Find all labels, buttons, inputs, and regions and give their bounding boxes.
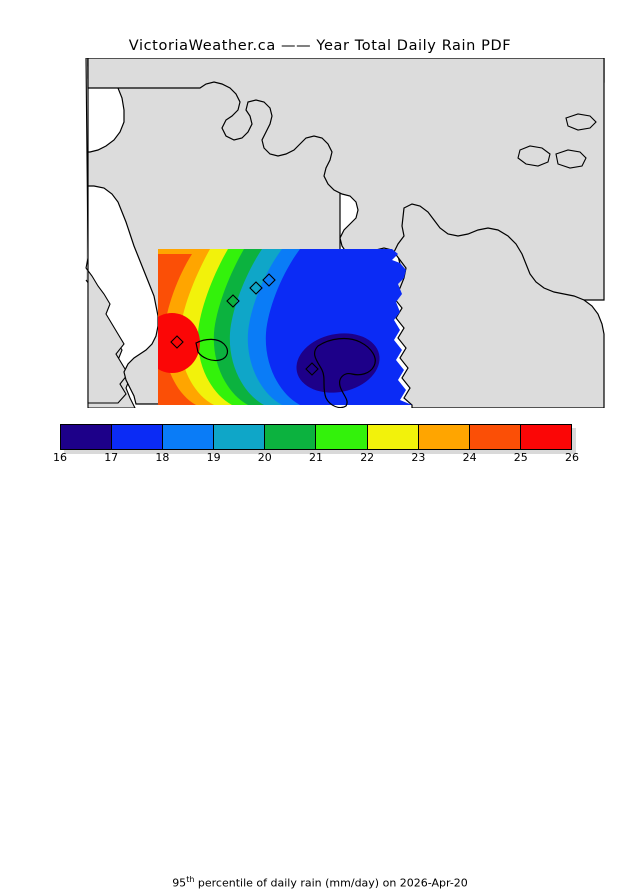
caption-superscript: th [186,875,195,884]
colorbar-tick-26: 26 [565,451,579,464]
map-panel[interactable] [0,58,640,408]
bay-outline-west [195,338,229,362]
screenshot-root: VictoriaWeather.ca —— Year Total Daily R… [0,38,640,890]
diamond-marker[interactable] [262,273,276,287]
colorbar-segment-24-25[interactable] [469,425,521,449]
colorbar-legend[interactable]: 16 17 18 19 20 21 22 23 24 25 26 95th percentile o… [0,420,640,890]
colorbar-segment-19-20[interactable] [214,425,266,449]
station-markers-group[interactable] [170,273,319,376]
colorbar-segment-21-22[interactable] [316,425,368,449]
colorbar-tick-25: 25 [513,451,528,464]
colorbar-tick-16: 16 [53,451,67,464]
land-west-coast [85,58,129,404]
inland-water-outlines [195,337,376,408]
colorbar-tick-24: 24 [462,451,477,464]
colorbar-segment-23-24[interactable] [418,425,470,449]
lake-outline-east [314,337,376,408]
colorbar-segment-17-18[interactable] [112,425,164,449]
colorbar-segment-16-17[interactable] [61,425,113,449]
colorbar-segment-22-23[interactable] [367,425,419,449]
caption-rest: percentile of daily rain (mm/day) on 202… [194,876,468,890]
colorbar-tick-17: 17 [104,451,119,464]
diamond-marker[interactable] [226,294,240,308]
colorbar-caption: 95th percentile of daily rain (mm/day) o… [0,875,640,890]
island-northeast-2 [555,149,587,169]
contour-field[interactable] [144,249,412,405]
island-northeast-3 [565,113,597,131]
map-svg[interactable] [0,58,640,408]
contour-band-16-17 [296,333,380,393]
colorbar-swatches[interactable] [60,424,572,450]
colorbar-tick-21: 21 [309,451,323,464]
colorbar-tick-labels: 16 17 18 19 20 21 22 23 24 25 26 [0,451,640,465]
colorbar-segment-20-21[interactable] [265,425,317,449]
diamond-marker[interactable] [305,362,319,376]
colorbar-segment-18-19[interactable] [163,425,215,449]
diamond-marker[interactable] [170,335,184,349]
colorbar-tick-22: 22 [360,451,375,464]
island-northeast-1 [517,145,551,167]
colorbar-tick-20: 20 [257,451,272,464]
colorbar-tick-19: 19 [206,451,221,464]
diamond-marker[interactable] [249,281,263,295]
colorbar-tick-18: 18 [155,451,170,464]
colorbar-segment-25-26[interactable] [520,425,571,449]
page-title: VictoriaWeather.ca —— Year Total Daily R… [128,38,512,54]
caption-prefix: 95 [172,876,187,890]
colorbar-tick-23: 23 [411,451,426,464]
